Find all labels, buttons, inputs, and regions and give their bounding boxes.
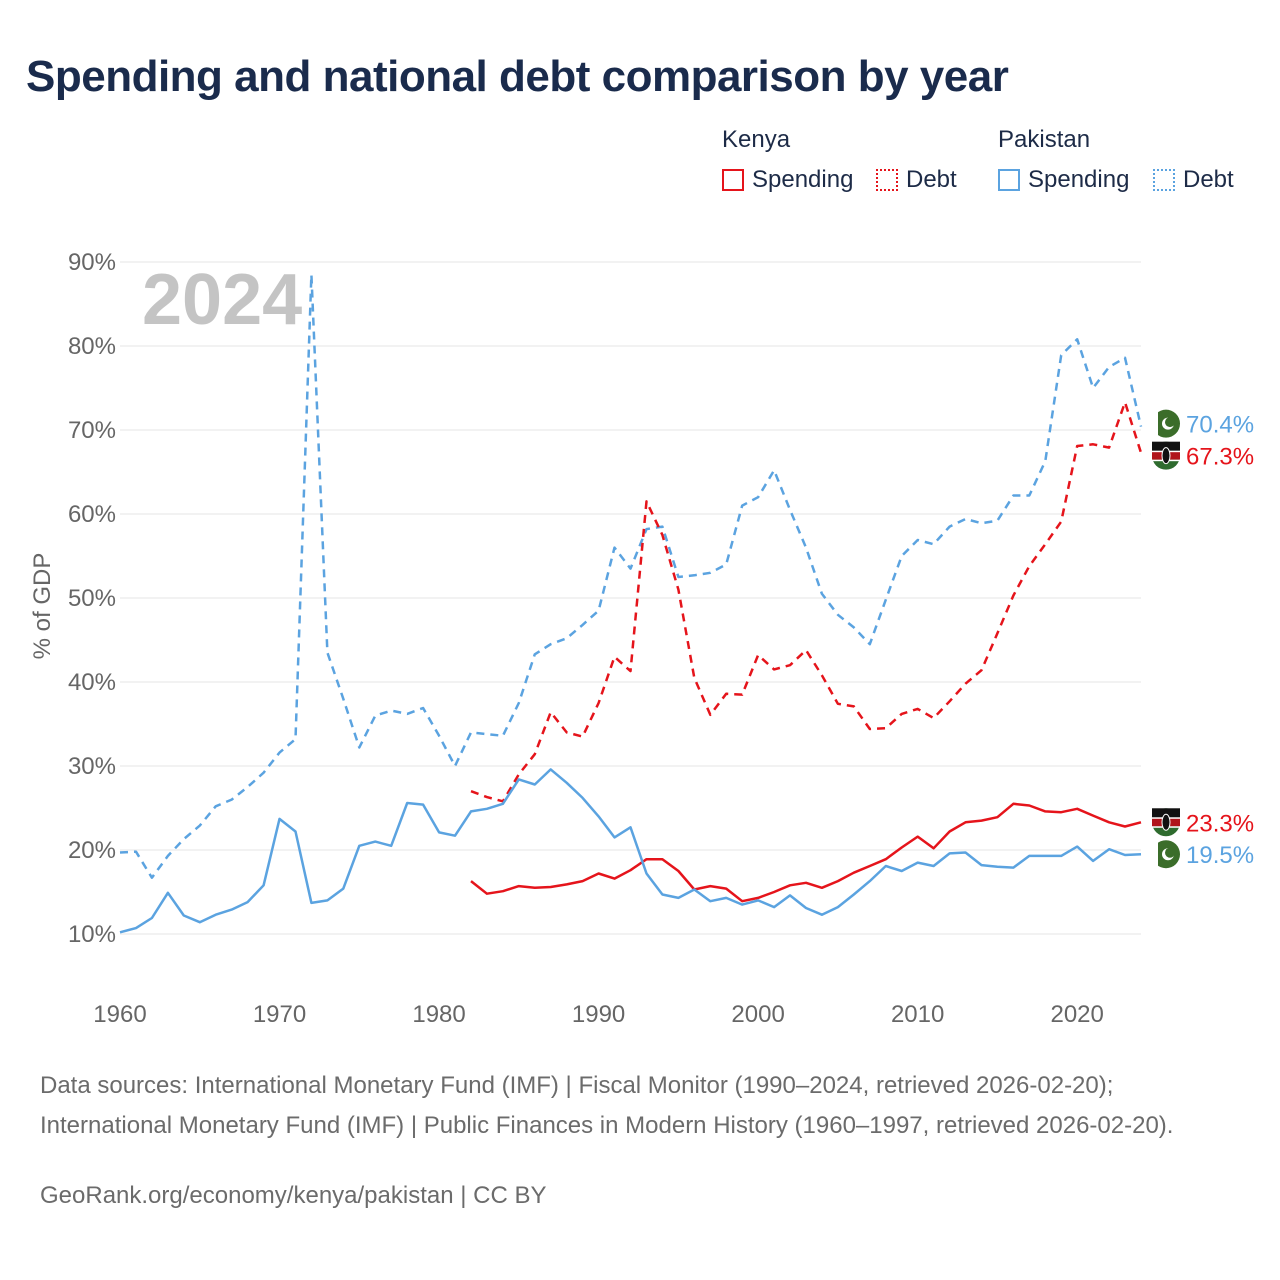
y-tick-label: 60% (68, 501, 116, 528)
legend-swatch-dotted-icon (1153, 169, 1175, 191)
x-tick-label: 2010 (891, 1001, 944, 1028)
legend-swatch-solid-icon (998, 169, 1020, 191)
series-line-pakistan-debt[interactable] (119, 273, 1143, 879)
y-tick-label: 40% (68, 669, 116, 696)
chart-title: Spending and national debt comparison by… (26, 52, 1009, 101)
series-line-kenya-spending[interactable] (470, 802, 1142, 903)
end-value-label: 67.3% (1186, 444, 1254, 471)
y-tick-label: 80% (68, 333, 116, 360)
legend-kenya-debt[interactable]: Debt (876, 166, 957, 194)
x-tick-label: 1990 (572, 1001, 625, 1028)
y-axis-ticks: 10% 20% 30% 40% 50% 60% 70% 80% 90% (68, 249, 116, 948)
y-tick-label: 70% (68, 417, 116, 444)
credit-link[interactable]: GeoRank.org/economy/kenya/pakistan | CC … (40, 1182, 547, 1209)
pakistan-flag-icon (1152, 409, 1180, 438)
legend-kenya-heading: Kenya (722, 126, 791, 153)
series-line-kenya-debt[interactable] (470, 401, 1143, 803)
y-tick-label: 10% (68, 921, 116, 948)
end-value-label: 23.3% (1186, 810, 1254, 837)
pakistan-flag-icon (1152, 840, 1180, 869)
legend-kenya-spending[interactable]: Spending (722, 166, 853, 194)
x-tick-label: 1960 (93, 1001, 146, 1028)
x-tick-label: 1980 (412, 1001, 465, 1028)
gridlines (120, 261, 1141, 935)
series-lines (119, 273, 1143, 934)
legend-swatch-solid-icon (722, 169, 744, 191)
legend-pakistan-spending[interactable]: Spending (998, 166, 1129, 194)
y-tick-label: 90% (68, 249, 116, 276)
end-labels: 70.4% 67.3% 23.3% 19.5% (1152, 409, 1254, 869)
end-value-label: 70.4% (1186, 412, 1254, 439)
kenya-flag-icon (1152, 808, 1180, 837)
legend-pakistan-heading: Pakistan (998, 126, 1091, 153)
year-watermark: 2024 (142, 260, 302, 340)
x-tick-label: 2000 (731, 1001, 784, 1028)
y-tick-label: 20% (68, 837, 116, 864)
x-axis-ticks: 1960 1970 1980 1990 2000 2010 2020 (93, 1001, 1104, 1028)
y-axis-label: % of GDP (29, 553, 56, 660)
legend-swatch-dotted-icon (876, 169, 898, 191)
data-sources-note: Data sources: International Monetary Fun… (40, 1072, 1174, 1139)
y-tick-label: 30% (68, 753, 116, 780)
kenya-flag-icon (1152, 441, 1180, 470)
line-chart: 2024 10% 20% 30% 40% 50% 60% 70% 80% 90% 1960 197… (29, 249, 1254, 1028)
x-tick-label: 2020 (1050, 1001, 1103, 1028)
end-value-label: 19.5% (1186, 842, 1254, 869)
x-tick-label: 1970 (253, 1001, 306, 1028)
y-tick-label: 50% (68, 585, 116, 612)
legend-pakistan-debt[interactable]: Debt (1153, 166, 1234, 194)
series-line-pakistan-spending[interactable] (119, 768, 1142, 934)
